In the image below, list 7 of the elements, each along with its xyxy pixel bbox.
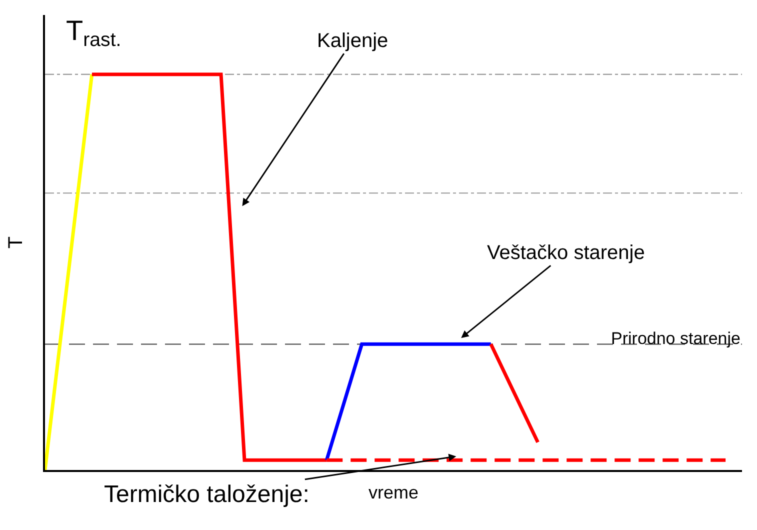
x-axis-title: vreme <box>368 482 419 503</box>
text: Termičko taloženje: <box>104 481 310 508</box>
text: T$_{rast.}$ <box>66 15 122 51</box>
y-axis-title: T <box>5 236 27 249</box>
annotation: Veštačko starenje <box>487 242 645 264</box>
annotation: Prirodno starenje <box>611 329 740 348</box>
text: Kaljenje <box>317 30 388 52</box>
